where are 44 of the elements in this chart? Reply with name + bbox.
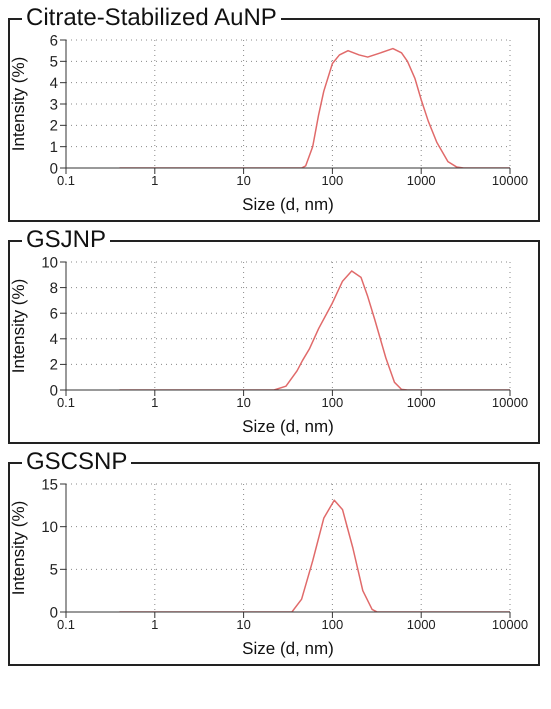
y-tick-label: 5 — [50, 54, 58, 71]
x-tick-label: 10 — [236, 395, 251, 410]
y-tick-label: 0 — [50, 160, 58, 178]
y-tick-label: 15 — [41, 476, 58, 494]
chart-title: Citrate-Stabilized AuNP — [22, 4, 281, 32]
x-tick-label: 1 — [151, 617, 158, 632]
chart-title: GSJNP — [22, 226, 110, 254]
y-axis-title: Intensity (%) — [9, 500, 28, 596]
x-tick-label: 100 — [322, 617, 344, 632]
y-tick-label: 4 — [50, 331, 58, 348]
x-tick-label: 1000 — [406, 173, 436, 188]
y-tick-label: 6 — [50, 306, 58, 323]
y-tick-label: 5 — [50, 562, 58, 579]
y-tick-label: 3 — [50, 96, 58, 114]
x-axis-title: Size (d, nm) — [242, 417, 334, 436]
x-tick-label: 1000 — [406, 617, 436, 632]
x-tick-label: 100 — [322, 395, 344, 410]
y-axis-title: Intensity (%) — [9, 56, 28, 152]
x-tick-label: 10 — [236, 617, 251, 632]
x-tick-label: 1000 — [406, 395, 436, 410]
x-tick-label: 100 — [322, 173, 344, 188]
x-tick-label: 10000 — [492, 173, 528, 188]
x-tick-label: 0.1 — [56, 617, 76, 632]
x-tick-label: 10 — [236, 173, 251, 188]
y-tick-label: 8 — [50, 280, 58, 297]
y-tick-label: 0 — [50, 604, 58, 622]
x-tick-label: 10000 — [492, 395, 528, 410]
y-tick-label: 10 — [41, 254, 58, 272]
chart-title: GSCSNP — [22, 448, 132, 476]
y-tick-label: 2 — [50, 118, 58, 135]
y-tick-label: 2 — [50, 356, 58, 374]
x-tick-label: 0.1 — [56, 395, 76, 410]
y-axis-title: Intensity (%) — [9, 278, 28, 374]
x-tick-label: 1 — [151, 395, 158, 410]
x-axis-title: Size (d, nm) — [242, 639, 334, 658]
y-tick-label: 6 — [50, 32, 58, 50]
y-tick-label: 4 — [50, 74, 58, 92]
y-tick-label: 10 — [41, 518, 58, 536]
y-tick-label: 0 — [50, 382, 58, 400]
x-tick-label: 10000 — [492, 617, 528, 632]
x-tick-label: 1 — [151, 173, 158, 188]
y-tick-label: 1 — [50, 138, 58, 156]
x-tick-label: 0.1 — [56, 173, 76, 188]
x-axis-title: Size (d, nm) — [242, 195, 334, 214]
